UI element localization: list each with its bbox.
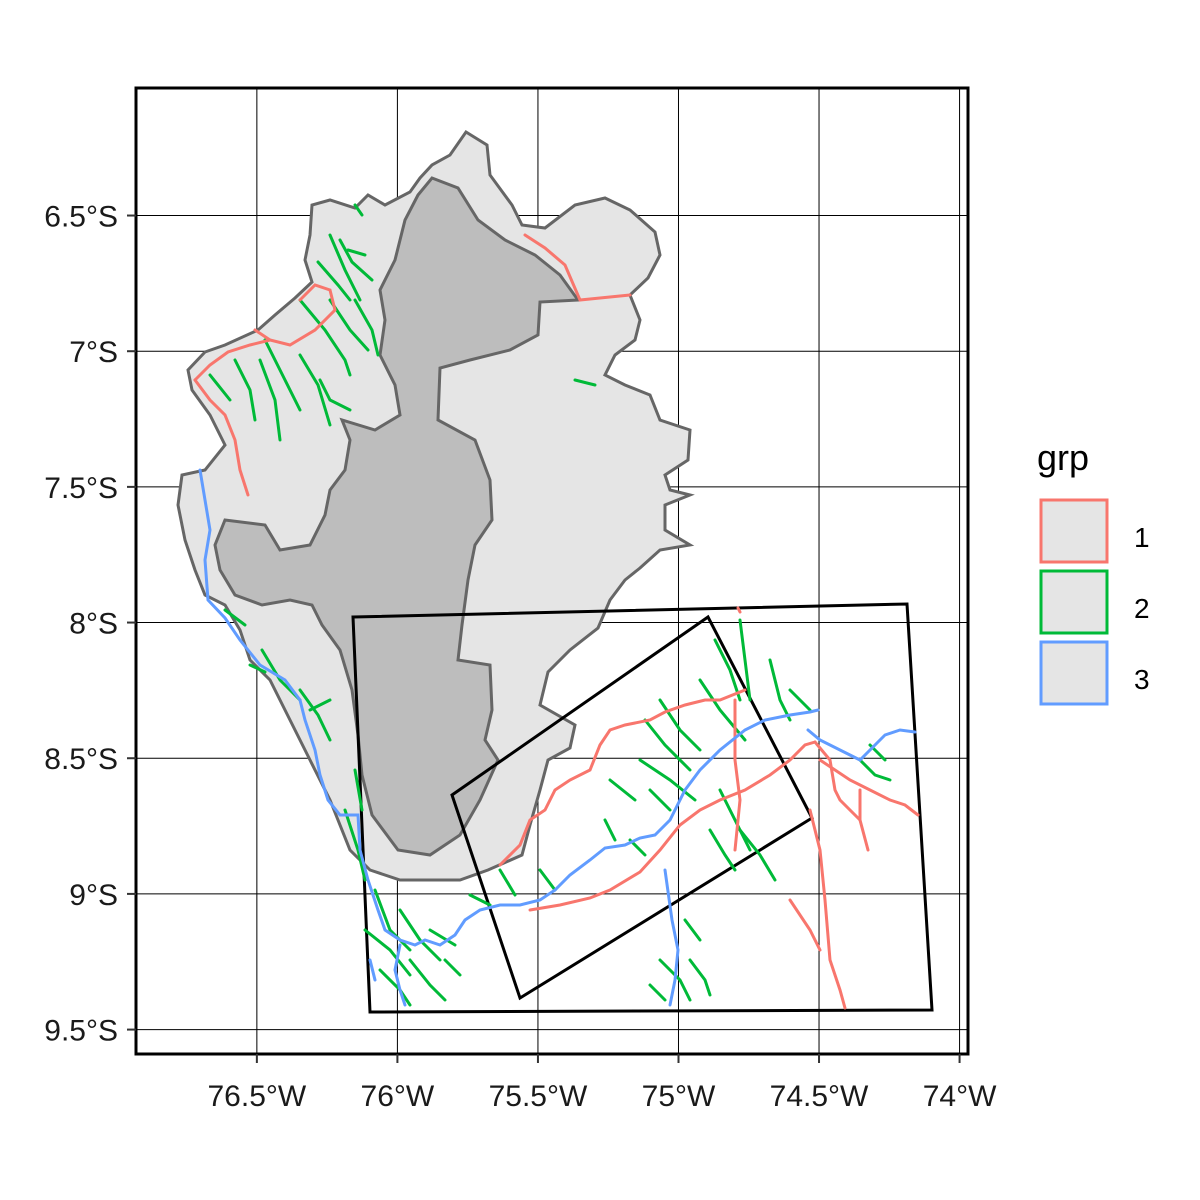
y-tick-label: 8.5°S xyxy=(44,743,118,776)
rivers-grp-1 xyxy=(193,233,920,1010)
legend-label-1: 1 xyxy=(1134,522,1150,553)
inner-region xyxy=(213,176,581,857)
x-tick-label: 74.5°W xyxy=(770,1080,869,1113)
legend-key-1 xyxy=(1039,498,1109,564)
rivers-grp-3 xyxy=(198,468,917,1007)
legend-label-3: 3 xyxy=(1134,664,1150,695)
x-tick-label: 76.5°W xyxy=(208,1080,307,1113)
y-tick-label: 6.5°S xyxy=(44,201,118,234)
rivers-grp-2 xyxy=(208,203,892,1007)
x-tick-label: 76°W xyxy=(361,1080,435,1113)
legend-title: grp xyxy=(1037,437,1089,478)
panel-border xyxy=(134,86,970,1056)
y-tick-label: 9.5°S xyxy=(44,1015,118,1048)
y-tick-label: 7°S xyxy=(69,336,118,369)
y-tick-label: 9°S xyxy=(69,879,118,912)
x-tick-label: 74°W xyxy=(923,1080,997,1113)
y-tick-label: 7.5°S xyxy=(44,472,118,505)
y-tick-label: 8°S xyxy=(69,608,118,641)
legend: grp 1 2 3 xyxy=(1037,437,1150,706)
legend-label-2: 2 xyxy=(1134,593,1150,624)
y-axis: 6.5°S 7°S 7.5°S 8°S 8.5°S 9°S 9.5°S xyxy=(44,201,136,1048)
x-axis: 76.5°W 76°W 75.5°W 75°W 74.5°W 74°W xyxy=(208,1054,997,1113)
legend-key-2 xyxy=(1039,569,1109,635)
legend-key-3 xyxy=(1039,640,1109,706)
x-tick-label: 75.5°W xyxy=(489,1080,588,1113)
x-tick-label: 75°W xyxy=(642,1080,716,1113)
